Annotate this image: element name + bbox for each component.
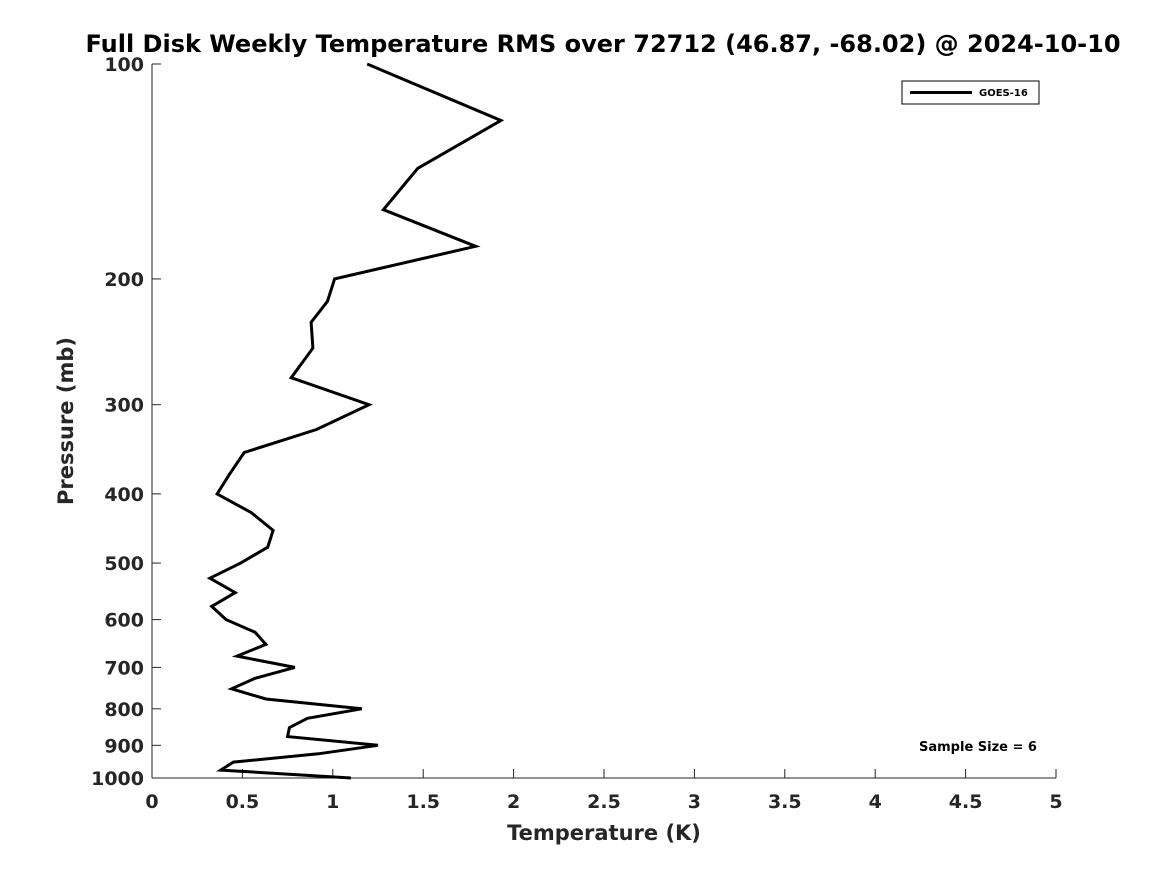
x-tick-label: 3: [688, 791, 701, 813]
x-tick-label: 1.5: [406, 791, 440, 813]
x-tick-label: 1: [326, 791, 339, 813]
y-tick-label: 600: [104, 610, 144, 632]
plot-area: 0 0.5 1 1.5 2 2.5 3 3.5 4 4.5 5 100 200 300 400 500 600…: [91, 54, 1063, 813]
y-axis-ticks: 100 200 300 400 500 600 700 800 900 1000: [91, 54, 161, 790]
y-tick-label: 800: [104, 699, 144, 721]
sample-size-annotation: Sample Size = 6: [919, 740, 1037, 755]
x-tick-label: 4.5: [949, 791, 983, 813]
y-tick-label: 700: [104, 657, 144, 679]
legend: GOES-16: [901, 80, 1040, 105]
y-tick-label: 200: [104, 269, 144, 291]
x-tick-label: 3.5: [768, 791, 802, 813]
y-tick-label: 500: [104, 553, 144, 575]
x-tick-label: 5: [1049, 791, 1062, 813]
x-tick-label: 0.5: [226, 791, 260, 813]
x-tick-label: 2: [507, 791, 520, 813]
y-tick-label: 400: [104, 484, 144, 506]
series-layer: [206, 62, 505, 780]
y-tick-label: 100: [104, 54, 144, 76]
y-axis-label: Pressure (mb): [54, 337, 78, 505]
y-tick-label: 900: [104, 735, 144, 757]
x-axis-label: Temperature (K): [507, 821, 701, 845]
chart-title: Full Disk Weekly Temperature RMS over 72…: [85, 30, 1120, 58]
x-axis-ticks: 0 0.5 1 1.5 2 2.5 3 3.5 4 4.5 5: [145, 769, 1063, 813]
y-tick-label: 300: [104, 395, 144, 417]
series-line-goes-16: [206, 62, 505, 780]
y-tick-label: 1000: [91, 768, 144, 790]
x-tick-label: 0: [145, 791, 158, 813]
x-tick-label: 2.5: [587, 791, 621, 813]
x-tick-label: 4: [869, 791, 882, 813]
legend-label: GOES-16: [979, 88, 1028, 99]
